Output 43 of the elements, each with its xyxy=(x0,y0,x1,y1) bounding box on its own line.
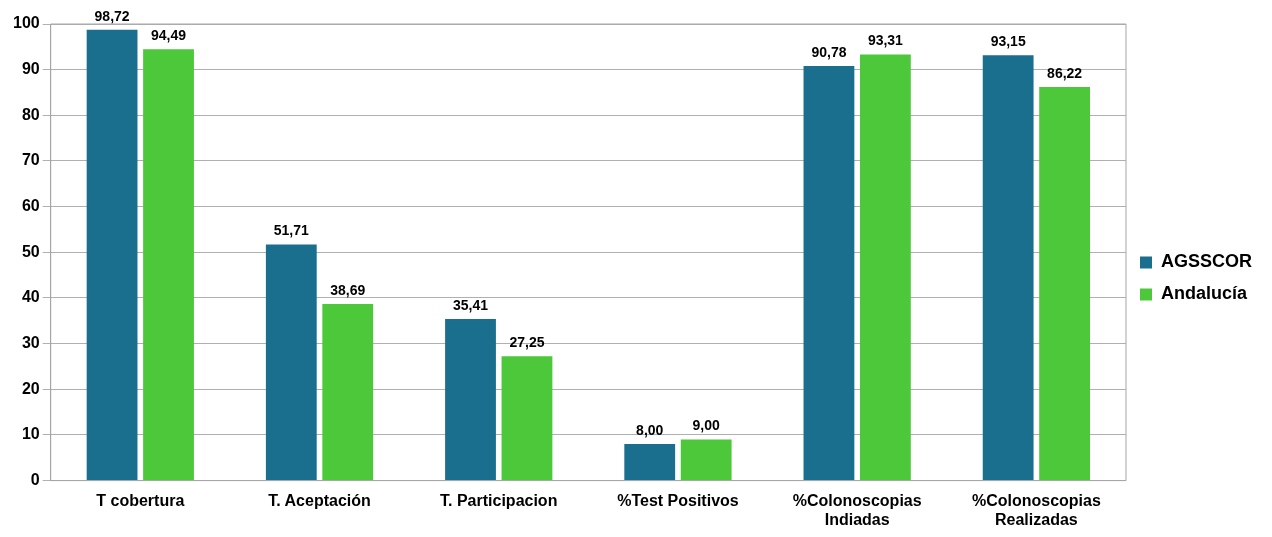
bar xyxy=(86,29,138,481)
data-label: 51,71 xyxy=(273,222,310,239)
y-tick-label: 90 xyxy=(21,60,40,78)
x-tick-label: T. Participacion xyxy=(440,491,558,509)
bar xyxy=(624,444,676,481)
x-tick-label: %Colonoscopias Realizadas xyxy=(971,491,1101,528)
bar xyxy=(803,66,855,481)
x-tick-label: T. Aceptación xyxy=(268,491,371,509)
data-label: 94,49 xyxy=(151,27,187,44)
data-label: 27,25 xyxy=(509,334,545,351)
x-tick-label: %Colonoscopias Indiadas xyxy=(792,491,922,528)
data-label: 35,41 xyxy=(452,296,489,313)
bar xyxy=(265,244,317,481)
data-label: 98,72 xyxy=(94,7,130,24)
data-label: 90,78 xyxy=(811,43,847,60)
data-label: 38,69 xyxy=(330,281,366,298)
y-tick-label: 30 xyxy=(21,334,40,352)
y-tick-label: 10 xyxy=(21,425,40,443)
data-label: 93,31 xyxy=(867,32,904,49)
y-tick-label: 70 xyxy=(21,151,40,169)
bar xyxy=(859,54,911,481)
y-tick-label: 20 xyxy=(21,379,40,397)
bar xyxy=(982,55,1034,481)
y-tick-label: 100 xyxy=(12,14,40,32)
bar xyxy=(501,356,553,481)
legend-label: Andalucía xyxy=(1160,283,1248,304)
x-tick-label: T cobertura xyxy=(96,491,185,509)
bar xyxy=(445,318,496,481)
bar xyxy=(322,303,374,481)
legend-label: AGSSCOR xyxy=(1160,251,1252,272)
y-tick-label: 60 xyxy=(21,197,40,215)
bar xyxy=(680,439,732,481)
y-tick-label: 0 xyxy=(30,471,40,489)
y-tick-label: 50 xyxy=(21,242,40,260)
bar xyxy=(143,49,194,481)
x-tick-label: %Test Positivos xyxy=(617,491,739,509)
data-label: 9,00 xyxy=(692,417,721,434)
data-label: 86,22 xyxy=(1047,64,1083,81)
y-tick-label: 40 xyxy=(21,288,40,306)
data-label: 93,15 xyxy=(990,33,1026,50)
data-label: 8,00 xyxy=(636,421,664,438)
y-tick-label: 80 xyxy=(21,105,40,123)
bar xyxy=(1039,86,1091,481)
